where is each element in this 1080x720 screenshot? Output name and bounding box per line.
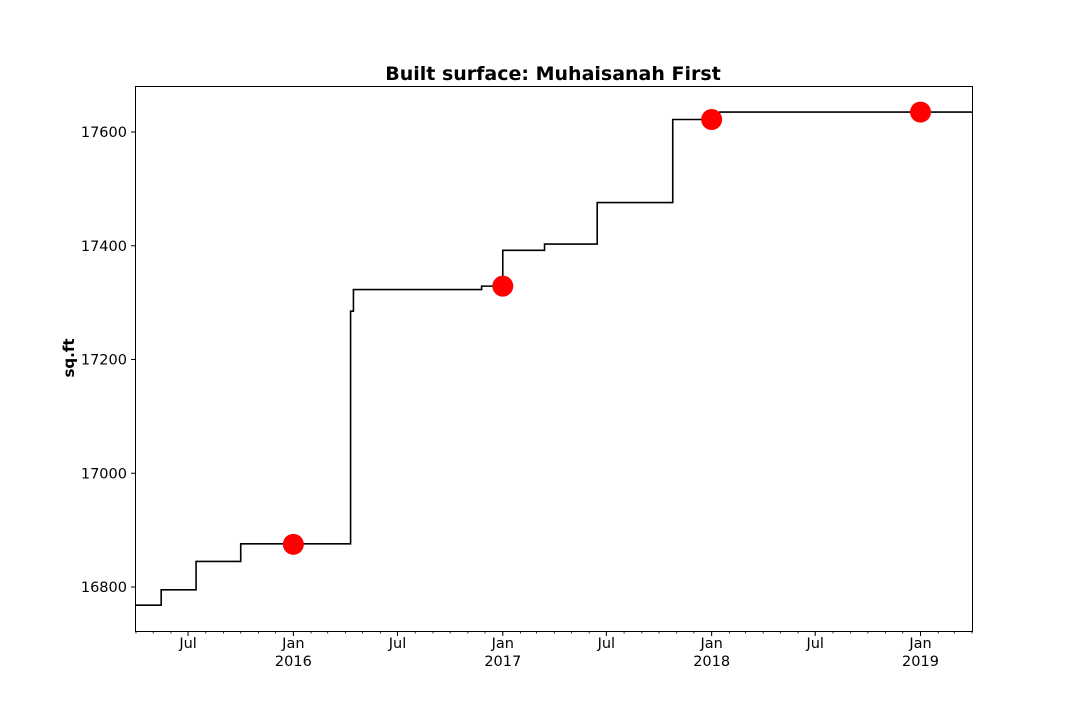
data-point-marker xyxy=(701,108,723,130)
chart-title: Built surface: Muhaisanah First xyxy=(385,63,721,85)
x-tick-year-label: 2019 xyxy=(902,654,939,670)
y-tick-label: 17400 xyxy=(81,239,127,255)
x-tick-label: Jul xyxy=(178,636,197,652)
x-tick-label: Jul xyxy=(805,636,824,652)
data-point-marker xyxy=(282,533,304,555)
plot-frame xyxy=(135,86,973,632)
data-point-marker xyxy=(492,275,514,297)
data-point-marker xyxy=(910,101,932,123)
y-axis-label: sq.ft xyxy=(60,338,78,377)
x-tick-label: Jan xyxy=(699,636,722,652)
x-tick-year-label: 2016 xyxy=(275,654,312,670)
x-tick-label: Jan xyxy=(281,636,304,652)
x-tick-label: Jan xyxy=(491,636,514,652)
y-tick-label: 16800 xyxy=(81,580,127,596)
x-tick-label: Jan xyxy=(908,636,931,652)
x-tick-label: Jul xyxy=(388,636,407,652)
y-tick-label: 17000 xyxy=(81,466,127,482)
step-line-series xyxy=(136,111,972,606)
x-tick-year-label: 2017 xyxy=(484,654,521,670)
y-tick-label: 17600 xyxy=(81,125,127,141)
x-tick-year-label: 2018 xyxy=(693,654,730,670)
x-tick-label: Jul xyxy=(597,636,616,652)
y-tick-label: 17200 xyxy=(81,353,127,369)
plot-area: 16800 17000 17200 17400 17600 Jul Jan 2016 Jul Ja… xyxy=(81,101,973,670)
